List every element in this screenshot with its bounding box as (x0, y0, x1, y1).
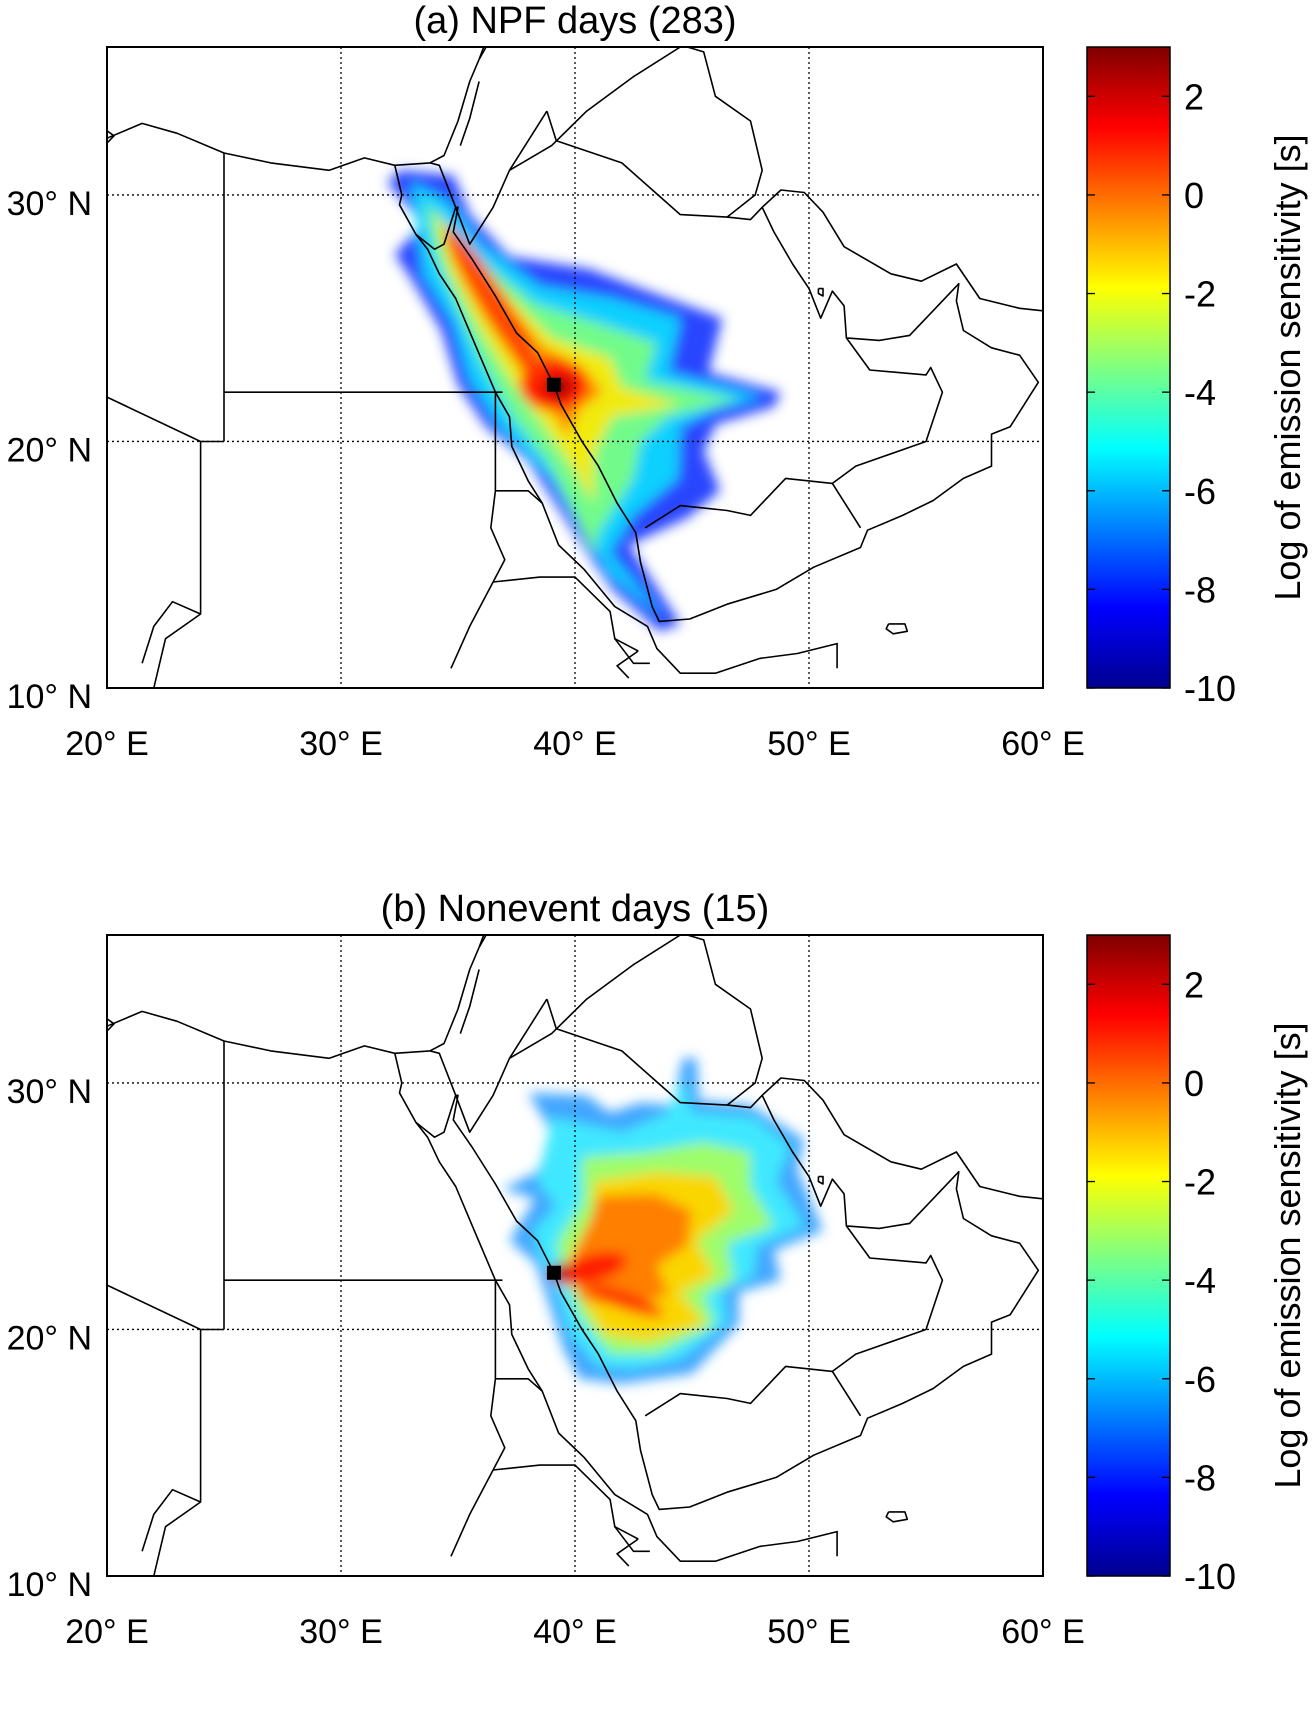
lon-tick-label: 40° E (533, 725, 617, 763)
lat-tick-label: 10° N (7, 678, 92, 716)
island-outline (107, 130, 115, 144)
lat-tick-label: 20° N (7, 431, 92, 469)
colorbar-tick-label: 0 (1184, 1063, 1204, 1104)
colorbar-tick-label: 0 (1184, 175, 1204, 216)
coastline (761, 189, 1043, 312)
coastline (394, 165, 838, 674)
country-border (429, 162, 457, 208)
coastline (394, 1053, 838, 1562)
country-border (546, 998, 763, 1109)
colorbar-tick-label: -8 (1184, 1457, 1216, 1498)
colorbar-tick-label: -8 (1184, 569, 1216, 610)
colorbar-tick-label: -10 (1184, 668, 1236, 709)
lon-tick-label: 20° E (65, 1613, 149, 1651)
country-border (616, 650, 639, 679)
lat-tick-label: 20° N (7, 1319, 92, 1357)
lon-tick-label: 50° E (767, 725, 851, 763)
lon-tick-label: 20° E (65, 725, 149, 763)
map-figure-b: (b) Nonevent days (15) 20° E 30° E 40° E 50°… (7, 888, 1308, 1651)
panel-title: (a) NPF days (283) (413, 0, 736, 42)
colorbar-tick-label: -6 (1184, 471, 1216, 512)
panel-title: (b) Nonevent days (15) (381, 888, 770, 930)
lon-tick-label: 30° E (299, 1613, 383, 1651)
country-border (454, 935, 681, 1133)
colorbar-tick-label: -6 (1184, 1359, 1216, 1400)
map-figure-a: (a) NPF days (283) 20° E 30° E 40° E 50° E 60… (7, 0, 1308, 763)
colorbar (1086, 934, 1171, 1577)
map-frame (106, 934, 1044, 1577)
map-panel-b: (b) Nonevent days (15) 20° E 30° E 40° E 50°… (0, 888, 1314, 1716)
country-border (831, 1225, 944, 1417)
country-border (546, 110, 763, 221)
lat-tick-label: 30° N (7, 1073, 92, 1111)
coastlines (107, 47, 1043, 688)
country-border (141, 1488, 201, 1552)
coastline (478, 47, 487, 60)
coastlines (107, 935, 1043, 1576)
colorbar (1086, 46, 1171, 689)
plume-core-red (553, 1252, 627, 1286)
country-border (459, 969, 480, 1034)
country-border (614, 638, 650, 665)
colorbar-tick-label: -4 (1184, 372, 1216, 413)
country-border (107, 396, 201, 443)
gridlines (107, 935, 1043, 1576)
country-border (493, 576, 639, 652)
country-border (616, 1538, 639, 1567)
lon-tick-label: 60° E (1001, 725, 1085, 763)
map-area (107, 47, 1043, 688)
country-border (495, 490, 543, 504)
colorbar-label: Log of emission sensitivity [s] (1267, 1022, 1308, 1488)
country-border (493, 1464, 639, 1540)
lon-tick-label: 50° E (767, 1613, 851, 1651)
coastline (107, 935, 485, 1060)
coastline (761, 1077, 1043, 1200)
colorbar-tick-label: 2 (1184, 964, 1204, 1005)
island-outline (817, 287, 824, 297)
map-panel-a: (a) NPF days (283) 20° E 30° E 40° E 50° E 60… (0, 0, 1314, 828)
country-border (644, 477, 833, 529)
island-outline (885, 623, 909, 635)
country-border (614, 1526, 650, 1553)
station-marker (546, 1265, 561, 1280)
coastline (415, 1094, 1040, 1511)
country-border (429, 1050, 457, 1096)
lon-tick-label: 40° E (533, 1613, 617, 1651)
coastline (107, 47, 485, 172)
country-border (107, 1284, 201, 1331)
emission-sensitivity-plume (387, 170, 781, 632)
emission-sensitivity-plume (502, 1058, 823, 1384)
lon-tick-label: 60° E (1001, 1613, 1085, 1651)
island-outline (817, 1175, 824, 1185)
lon-tick-label: 30° E (299, 725, 383, 763)
country-border (831, 337, 944, 529)
station-marker (546, 377, 561, 392)
colorbar-tick-label: 2 (1184, 76, 1204, 117)
coastline (478, 935, 487, 948)
plume-streak-red (444, 228, 544, 382)
colorbar-tick-label: -2 (1184, 274, 1216, 315)
map-area (107, 935, 1043, 1576)
island-outline (107, 1018, 115, 1032)
plume-streak-red (588, 1284, 664, 1317)
map-frame (106, 46, 1044, 689)
country-border (459, 81, 480, 146)
country-border (508, 998, 548, 1059)
coastline (415, 206, 1040, 623)
colorbar-label: Log of emission sensitivity [s] (1267, 134, 1308, 600)
country-border (508, 110, 548, 171)
country-border (687, 935, 763, 1106)
lat-tick-label: 10° N (7, 1566, 92, 1604)
country-border (644, 1365, 833, 1417)
island-outline (885, 1511, 909, 1523)
lat-tick-label: 30° N (7, 185, 92, 223)
country-border (141, 600, 201, 664)
colorbar-tick-label: -10 (1184, 1556, 1236, 1597)
country-border (495, 1378, 543, 1392)
country-border (454, 47, 681, 245)
gridlines (107, 47, 1043, 688)
colorbar-tick-label: -4 (1184, 1260, 1216, 1301)
colorbar-tick-label: -2 (1184, 1162, 1216, 1203)
country-border (687, 47, 763, 218)
